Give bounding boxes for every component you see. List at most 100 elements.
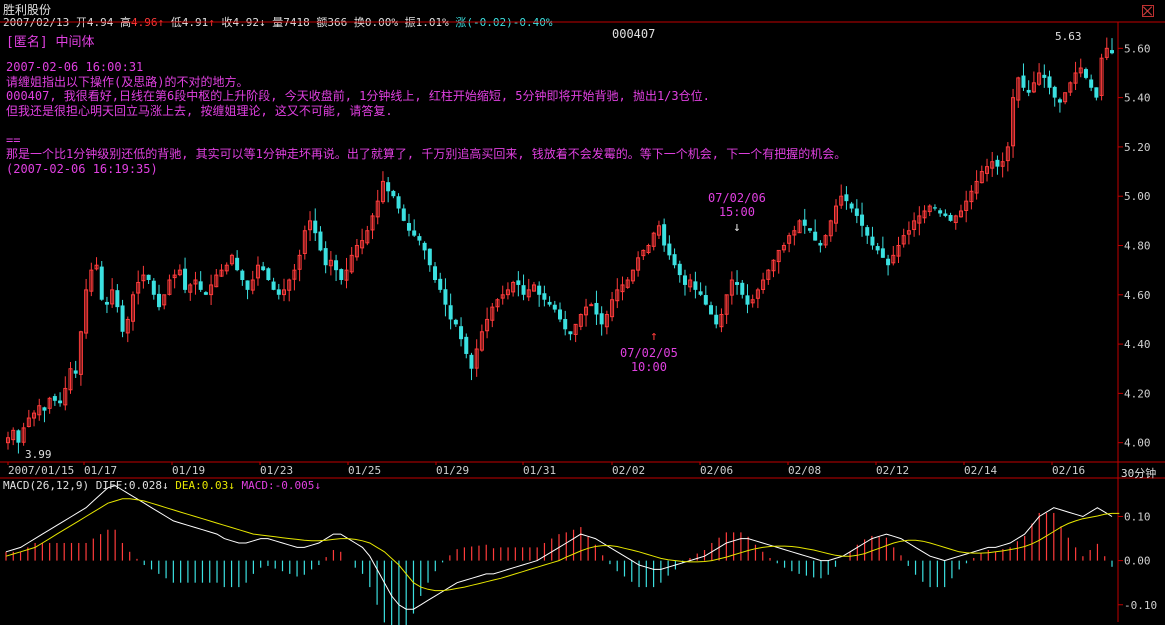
candle-body — [1094, 87, 1099, 98]
candle-body — [735, 282, 740, 285]
candle-body — [1011, 97, 1016, 147]
candle-body — [682, 275, 687, 285]
y-tick-label: -0.10 — [1124, 599, 1157, 612]
x-tick-label: 01/25 — [348, 464, 381, 477]
candle-body — [630, 269, 635, 282]
candle-body — [1089, 79, 1094, 88]
x-tick-label: 02/08 — [788, 464, 821, 477]
candle-body — [1057, 99, 1062, 103]
candle-body — [386, 182, 391, 192]
candle-body — [990, 161, 995, 169]
candle-body — [271, 281, 276, 290]
x-tick-label: 01/19 — [172, 464, 205, 477]
candle-body — [849, 203, 854, 209]
candle-body — [52, 396, 57, 401]
candle-body — [68, 368, 73, 391]
candle-body — [1037, 72, 1042, 85]
candle-body — [396, 196, 401, 209]
candle-body — [302, 230, 307, 254]
candle-body — [1000, 161, 1005, 167]
sell-marker-label: 07/02/06 15:00 — [708, 191, 766, 219]
candle-body — [261, 266, 266, 271]
candle-body — [104, 301, 109, 305]
candle-body — [604, 314, 609, 328]
candle-body — [750, 299, 755, 304]
candle-body — [724, 294, 729, 315]
candle-body — [443, 289, 448, 305]
candle-body — [224, 264, 229, 272]
macd-header: MACD(26,12,9) DIFF:0.028↓ DEA:0.03↓ MACD… — [3, 479, 321, 492]
candle-body — [599, 313, 604, 325]
candle-body — [193, 279, 198, 285]
candle-body — [594, 302, 599, 315]
candle-body — [979, 171, 984, 184]
macd-label: MACD: — [241, 479, 275, 492]
candle-body — [1110, 50, 1114, 54]
candle-body — [844, 194, 849, 202]
diff-label: DIFF: — [95, 479, 129, 492]
candle-body — [308, 220, 313, 231]
candle-body — [401, 208, 406, 221]
y-tick-label: 0.00 — [1124, 555, 1151, 568]
candle-body — [1021, 75, 1026, 88]
macd-title: MACD(26,12,9) — [3, 479, 90, 492]
candle-body — [188, 284, 193, 293]
candle-body — [37, 405, 42, 416]
candle-body — [422, 242, 427, 251]
candle-body — [1099, 57, 1104, 96]
annotation-line: 那是一个比1分钟级别还低的背驰, 其实可以等1分钟走坏再说。出了就算了, 千万别… — [6, 147, 847, 161]
down-arrow-icon: ↓ — [228, 479, 235, 492]
candle-body — [995, 159, 1000, 167]
candle-body — [412, 230, 417, 236]
candle-body — [656, 225, 661, 236]
candle-body — [500, 294, 505, 299]
candle-body — [651, 232, 656, 247]
candle-body — [870, 236, 875, 246]
candle-body — [985, 166, 990, 174]
macd-value: -0.005 — [274, 479, 315, 492]
candle-body — [282, 289, 286, 296]
candle-body — [552, 304, 557, 310]
period-button[interactable]: 30分钟 — [1121, 467, 1157, 480]
candle-body — [839, 195, 844, 206]
candle-body — [42, 407, 47, 411]
candle-body — [891, 254, 896, 264]
candle-body — [172, 274, 177, 279]
candle-body — [1063, 92, 1068, 103]
indicator-label[interactable]: [匿名] 中间体 — [6, 35, 95, 50]
y-tick-label: 4.20 — [1124, 387, 1151, 400]
candle-body — [151, 280, 156, 295]
candle-body — [802, 219, 807, 226]
candle-body — [354, 245, 359, 258]
candle-body — [1052, 86, 1057, 98]
candle-body — [531, 284, 536, 292]
candle-body — [511, 281, 516, 293]
candle-body — [167, 279, 172, 295]
candle-body — [276, 289, 281, 295]
y-tick-label: 5.40 — [1124, 92, 1151, 105]
candle-body — [183, 268, 188, 290]
candle-body — [958, 210, 963, 218]
candle-body — [906, 230, 911, 235]
close-icon[interactable] — [1142, 5, 1154, 17]
candle-body — [792, 230, 797, 236]
candle-body — [1026, 89, 1031, 93]
candle-body — [875, 246, 880, 251]
candle-body — [485, 318, 490, 332]
y-tick-label: 4.40 — [1124, 338, 1151, 351]
x-tick-label: 01/23 — [260, 464, 293, 477]
candle-body — [459, 326, 464, 340]
candle-body — [860, 214, 865, 226]
candle-body — [943, 213, 948, 216]
x-tick-label: 02/14 — [964, 464, 997, 477]
candle-body — [828, 220, 833, 237]
candle-body — [1068, 82, 1073, 93]
x-tick-label: 01/17 — [84, 464, 117, 477]
candle-body — [26, 417, 31, 428]
candle-body — [948, 215, 953, 221]
candle-body — [334, 260, 339, 271]
x-tick-label: 02/12 — [876, 464, 909, 477]
diff-line — [5, 485, 1113, 610]
candle-body — [94, 264, 99, 270]
candle-body — [73, 370, 78, 374]
